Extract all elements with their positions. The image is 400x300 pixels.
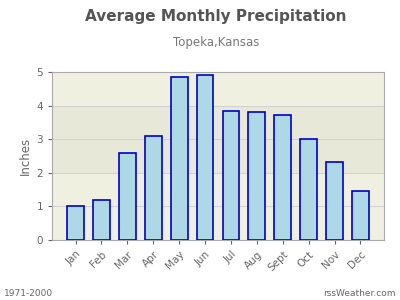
Bar [145, 136, 162, 240]
Bar [119, 153, 136, 240]
Bar [197, 75, 214, 240]
Bar [67, 206, 84, 240]
Bar [352, 191, 369, 240]
Bar [248, 112, 265, 240]
Text: rssWeather.com: rssWeather.com [324, 290, 396, 298]
Bar [52, 106, 384, 173]
Text: Average Monthly Precipitation: Average Monthly Precipitation [85, 9, 347, 24]
Text: 1971-2000: 1971-2000 [4, 290, 53, 298]
Bar [300, 139, 317, 240]
Bar [171, 77, 188, 240]
Bar [222, 111, 239, 240]
Bar [93, 200, 110, 240]
Text: Topeka,Kansas: Topeka,Kansas [173, 36, 259, 49]
Bar [274, 115, 291, 240]
Y-axis label: Inches: Inches [19, 137, 32, 175]
Bar [326, 162, 343, 240]
